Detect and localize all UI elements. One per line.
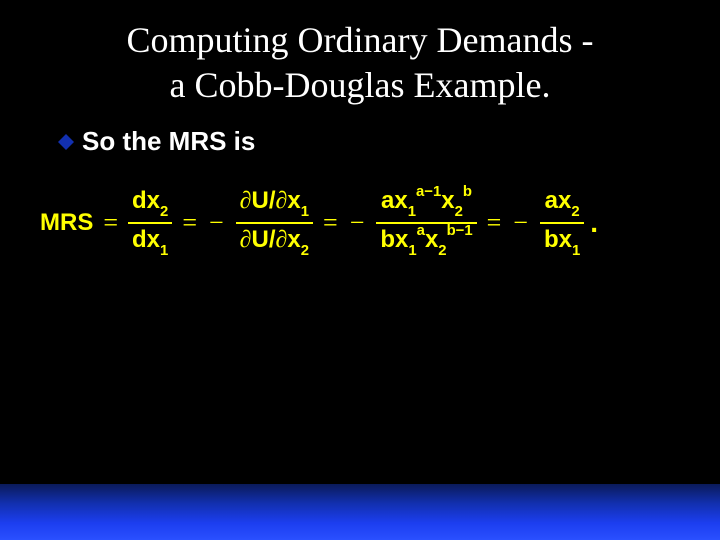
- frac-den: bx1: [540, 224, 584, 261]
- slide: Computing Ordinary Demands - a Cobb-Doug…: [0, 0, 720, 540]
- bullet-text: So the MRS is: [82, 126, 255, 157]
- minus-sign: −: [511, 208, 530, 238]
- fraction-expanded: ax1a−1x2b bx1ax2b−1: [376, 185, 476, 260]
- frac-num: ∂U/∂x1: [236, 185, 313, 222]
- frac-den: dx1: [128, 224, 172, 261]
- frac-num: ax2: [541, 185, 584, 222]
- title-line-1: Computing Ordinary Demands -: [127, 20, 594, 60]
- fraction-dx: dx2 dx1: [128, 185, 172, 260]
- equals-sign: =: [103, 208, 118, 238]
- equals-sign: =: [182, 208, 197, 238]
- frac-den: ∂U/∂x2: [236, 224, 313, 261]
- period: .: [590, 207, 598, 239]
- eq-lhs: MRS: [40, 209, 93, 237]
- diamond-icon: [58, 134, 74, 150]
- footer-bar: [0, 484, 720, 540]
- title-line-2: a Cobb-Douglas Example.: [170, 65, 551, 105]
- equals-sign: =: [323, 208, 338, 238]
- mrs-equation: MRS = dx2 dx1 = − ∂U/∂x1 ∂U/∂x2 = − ax1a…: [40, 185, 690, 260]
- minus-sign: −: [348, 208, 367, 238]
- fraction-partial: ∂U/∂x1 ∂U/∂x2: [236, 185, 313, 260]
- bullet-item: So the MRS is: [58, 126, 690, 157]
- equals-sign: =: [487, 208, 502, 238]
- frac-num: ax1a−1x2b: [377, 185, 476, 222]
- frac-num: dx2: [128, 185, 172, 222]
- minus-sign: −: [207, 208, 226, 238]
- fraction-simplified: ax2 bx1: [540, 185, 584, 260]
- slide-title: Computing Ordinary Demands - a Cobb-Doug…: [30, 18, 690, 108]
- frac-den: bx1ax2b−1: [376, 224, 476, 261]
